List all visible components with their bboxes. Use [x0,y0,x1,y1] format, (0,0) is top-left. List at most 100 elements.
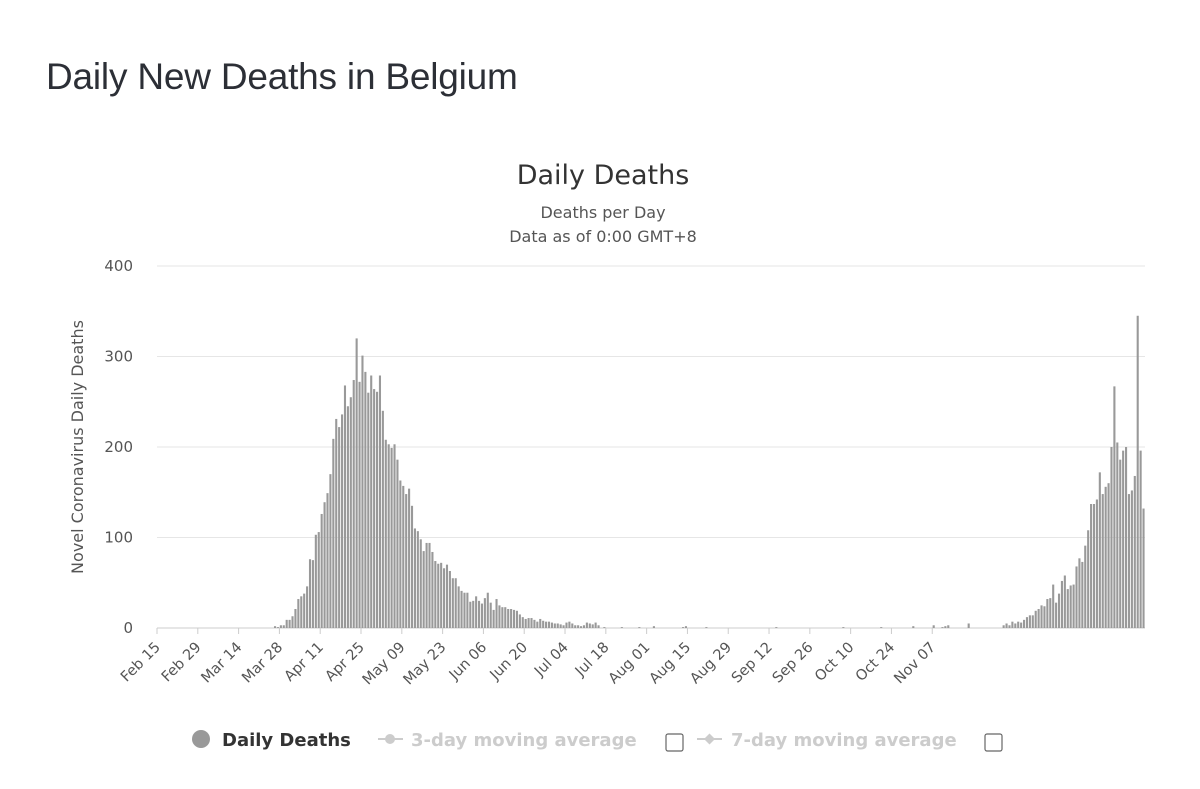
bar [1040,605,1043,629]
legend-item-3-day-moving-average[interactable]: 3-day moving average [378,730,637,751]
y-axis-ticks: 0 100 200 300 400 [104,257,133,637]
bar [463,592,466,628]
bar [489,602,492,628]
bar [1025,617,1029,628]
bar [1014,623,1017,628]
bar [518,614,521,628]
bar [1052,584,1055,628]
bar [428,542,431,628]
bar [591,624,594,628]
bar [448,570,451,628]
bar [1092,504,1096,628]
bar [1087,530,1090,628]
x-tick-label: Mar 28 [239,640,286,687]
bar [454,578,457,628]
bar [425,542,428,628]
bar [440,562,443,628]
bar [343,385,347,628]
bar [620,627,623,628]
bar [1104,486,1107,628]
bar [912,626,915,628]
bar [1063,575,1066,628]
checkbox-3-day-moving-average[interactable] [665,733,684,752]
chart-subtitle-line-2: Data as of 0:00 GMT+8 [509,227,697,246]
bar [282,625,285,628]
chart-subtitle-line-1: Deaths per Day [540,203,665,222]
bar [571,623,574,628]
bar [364,371,367,628]
bar [396,459,399,628]
bar [1037,609,1040,628]
bar [492,609,495,628]
bar [393,444,396,628]
gridlines [157,265,1145,629]
bar [1075,566,1078,628]
bar [475,596,478,628]
bar [346,406,349,628]
bar [410,505,414,628]
bar [300,596,303,628]
bar [443,568,446,628]
bar [527,618,530,628]
x-tick-label: Aug 15 [647,640,695,688]
bar [338,427,341,628]
bar [378,375,382,628]
bar [1034,610,1037,628]
bar [370,375,373,628]
legend-label-3-day-moving-average: 3-day moving average [411,730,637,751]
bar [1139,450,1142,628]
x-tick-label: Oct 10 [812,640,857,685]
x-tick-label: Jun 20 [487,640,531,684]
bar [553,623,556,628]
bar [507,609,510,628]
bar [1078,558,1081,628]
bar [1119,459,1122,628]
x-tick-label: Jul 04 [531,640,572,681]
bar [582,625,586,628]
bar [682,627,685,628]
bar [524,618,527,628]
bar [1017,621,1020,628]
bar [577,625,580,628]
bar [585,622,588,628]
bar [288,619,291,628]
bar [323,502,326,628]
bar [705,627,708,628]
bar [1125,447,1128,628]
bar [291,616,294,628]
bar [1142,508,1145,628]
bar [1084,545,1087,628]
bar [367,392,370,628]
bar [1049,598,1052,628]
legend-item-daily-deaths[interactable]: Daily Deaths [192,730,351,751]
x-tick-label: Oct 24 [853,640,898,685]
bar [332,438,335,628]
checkbox-7-day-moving-average[interactable] [984,733,1003,752]
bar [1136,315,1139,628]
bars [273,315,1145,629]
bar [422,551,425,628]
x-tick-label: Feb 29 [159,640,205,686]
bar [533,619,536,628]
page-title: Daily New Deaths in Belgium [46,56,518,97]
bar [279,625,282,628]
bar [384,439,387,628]
bar [495,599,498,628]
bar [515,610,518,628]
bar [303,593,306,628]
x-tick-label: Jun 06 [446,640,490,684]
legend-item-7-day-moving-average[interactable]: 7-day moving average [697,730,957,751]
x-tick-label: Aug 01 [606,640,654,688]
bar [399,480,402,628]
x-tick-label: Aug 29 [687,640,735,688]
bar [1113,386,1116,628]
bar [684,626,688,628]
bar [405,494,408,628]
bar [1057,593,1061,628]
bar [472,600,475,628]
bar [437,563,440,628]
bar [775,627,778,628]
legend: Daily Deaths 3-day moving average 7-day … [192,730,1003,752]
bar [1011,621,1014,628]
bar [349,397,352,628]
